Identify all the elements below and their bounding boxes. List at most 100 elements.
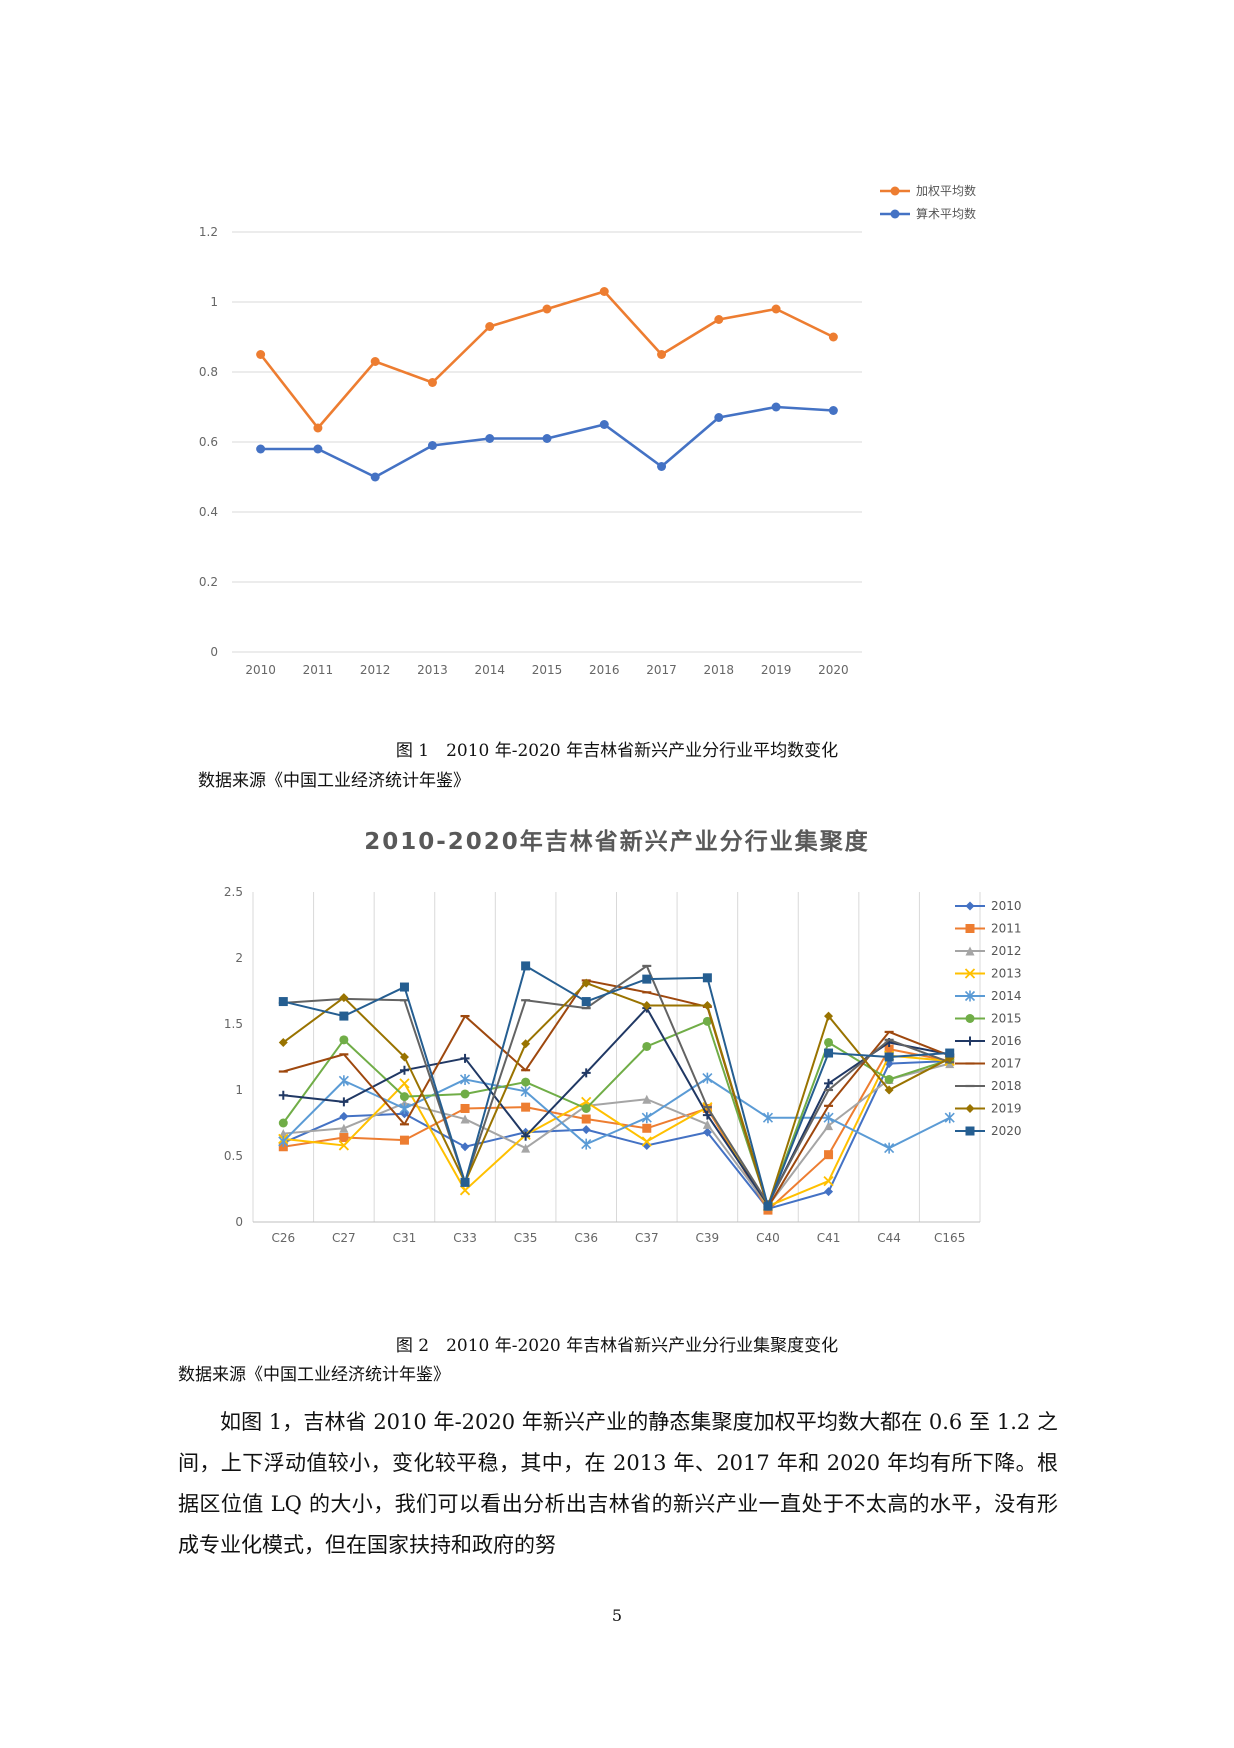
chart1-x-tick-label: 2012 — [360, 663, 391, 677]
chart2-data-point — [702, 1119, 712, 1129]
chart2-data-point — [278, 1118, 288, 1128]
chart1-data-point — [256, 350, 266, 359]
chart2-x-tick-label: C27 — [332, 1231, 356, 1245]
chart2-data-point — [339, 1133, 349, 1143]
figure-2-line-chart: 0 0.5 1 1.5 2 2.5 C26 C27 C31 C33 C35 C36 C37 C39 C40 C… — [224, 885, 1022, 1245]
chart2-data-point — [642, 1094, 652, 1104]
chart2-data-point — [641, 1112, 652, 1124]
chart2-data-point — [702, 1110, 712, 1120]
chart2-legend-label: 2011 — [991, 922, 1022, 936]
chart1-x-tick-label: 2018 — [704, 663, 735, 677]
chart2-legend-label: 2020 — [991, 1124, 1022, 1138]
chart2-y-tick-label: 0.5 — [224, 1149, 243, 1163]
chart2-legend-label: 2014 — [991, 989, 1022, 1003]
chart2-data-point — [459, 1185, 471, 1196]
chart2-data-point — [702, 973, 712, 983]
chart1-data-point — [370, 357, 380, 366]
chart2-data-point — [399, 1102, 410, 1114]
chart2-data-point — [884, 1085, 894, 1095]
chart1-data-point — [599, 287, 609, 296]
chart2-data-point — [399, 1052, 409, 1062]
chart2-legend-marker — [965, 946, 975, 956]
chart2-data-point — [521, 1039, 531, 1049]
chart2-data-point — [460, 1177, 470, 1187]
chart1-data-point — [427, 441, 437, 450]
chart2-data-point — [641, 1136, 652, 1147]
chart2-data-point — [702, 1127, 712, 1137]
chart1-data-point — [714, 315, 724, 324]
chart2-data-point — [823, 1175, 834, 1187]
chart2-data-point — [824, 1078, 834, 1088]
chart1-data-point — [599, 420, 609, 429]
chart1-y-tick-label: 0.8 — [199, 365, 218, 379]
chart2-series-2014 — [278, 1072, 955, 1154]
chart2-data-point — [823, 1112, 834, 1124]
chart1-data-point — [370, 472, 380, 482]
chart2-x-tick-label: C36 — [574, 1231, 598, 1245]
chart2-data-point — [278, 1037, 288, 1047]
chart2-series-line — [283, 1062, 950, 1208]
chart2-data-point — [824, 1150, 834, 1160]
chart2-legend-label: 2019 — [991, 1102, 1022, 1116]
chart1-x-tick-label: 2017 — [646, 663, 677, 677]
chart2-data-point — [702, 1001, 712, 1011]
chart1-series-1 — [256, 287, 838, 433]
chart2-data-point — [884, 1044, 894, 1054]
chart2-legend-marker — [965, 1036, 975, 1046]
chart2-legend-marker — [965, 901, 975, 911]
chart1-y-tick-label: 0.4 — [199, 505, 218, 519]
chart1-data-point — [714, 413, 724, 422]
chart2-series-line — [283, 1054, 950, 1208]
chart1-y-tick-label: 0 — [210, 645, 218, 659]
chart2-data-point — [521, 1131, 531, 1141]
chart1-x-tick-label: 2011 — [303, 663, 334, 677]
figure-2-chart-title: 2010-2020年吉林省新兴产业分行业集聚度 — [364, 829, 870, 855]
chart2-legend-label: 2015 — [991, 1012, 1022, 1026]
chart2-x-tick-label: C44 — [877, 1231, 901, 1245]
figure-1-caption: 图 1 2010 年-2020 年吉林省新兴产业分行业平均数变化 — [395, 741, 839, 761]
chart2-data-point — [460, 1103, 470, 1113]
chart2-data-point — [339, 1097, 349, 1107]
chart2-data-point — [944, 1112, 955, 1124]
chart2-legend-label: 2017 — [991, 1057, 1022, 1071]
chart2-legend-marker — [964, 968, 976, 979]
chart1-gridlines — [232, 231, 862, 653]
chart2-data-point — [339, 993, 349, 1003]
chart2-data-point — [339, 1011, 349, 1021]
chart1-data-point — [657, 462, 667, 471]
chart2-data-point — [399, 1078, 410, 1089]
chart2-data-point — [581, 1103, 591, 1113]
chart1-data-point — [427, 378, 437, 387]
chart2-series-line — [282, 1077, 951, 1150]
chart2-data-point — [884, 1059, 894, 1069]
chart2-y-tick-label: 1.5 — [224, 1017, 243, 1031]
chart2-data-point — [581, 997, 591, 1007]
chart2-data-point — [460, 1114, 470, 1124]
chart2-y-tick-label: 0 — [235, 1215, 243, 1229]
chart2-legend: 2010 2011 2012 2013 2014 2015 2016 2017 2018 2019… — [955, 899, 1022, 1138]
chart2-data-point — [824, 1048, 834, 1058]
chart1-x-tick-label: 2016 — [589, 663, 620, 677]
chart2-data-point — [581, 978, 591, 988]
chart2-data-point — [642, 1001, 652, 1011]
chart1-x-tick-label: 2014 — [474, 663, 505, 677]
chart2-data-point — [642, 974, 652, 984]
chart1-x-tick-label: 2019 — [761, 663, 792, 677]
chart2-y-tick-label: 1 — [235, 1083, 243, 1097]
chart2-legend-marker — [965, 1014, 975, 1023]
chart2-legend-label: 2016 — [991, 1034, 1022, 1048]
figure-1-source: 数据来源《中国工业经济统计年鉴》 — [198, 771, 470, 791]
chart2-data-point — [642, 1041, 652, 1051]
chart1-data-point — [771, 304, 781, 314]
chart1-x-tick-label: 2013 — [417, 663, 448, 677]
chart2-legend-marker — [964, 990, 976, 1002]
chart2-series-2020 — [278, 961, 955, 1211]
chart2-data-point — [338, 1075, 349, 1087]
chart2-data-point — [521, 961, 531, 971]
chart1-series-2 — [256, 402, 838, 482]
chart1-data-point — [657, 350, 667, 359]
chart1-data-point — [313, 423, 323, 433]
figure-1-line-chart: 0 0.2 0.4 0.6 0.8 1 1.2 2010 2011 2012 2013 2014 201… — [199, 183, 976, 677]
chart2-legend-label: 2010 — [991, 899, 1022, 913]
chart2-data-point — [581, 1138, 592, 1150]
